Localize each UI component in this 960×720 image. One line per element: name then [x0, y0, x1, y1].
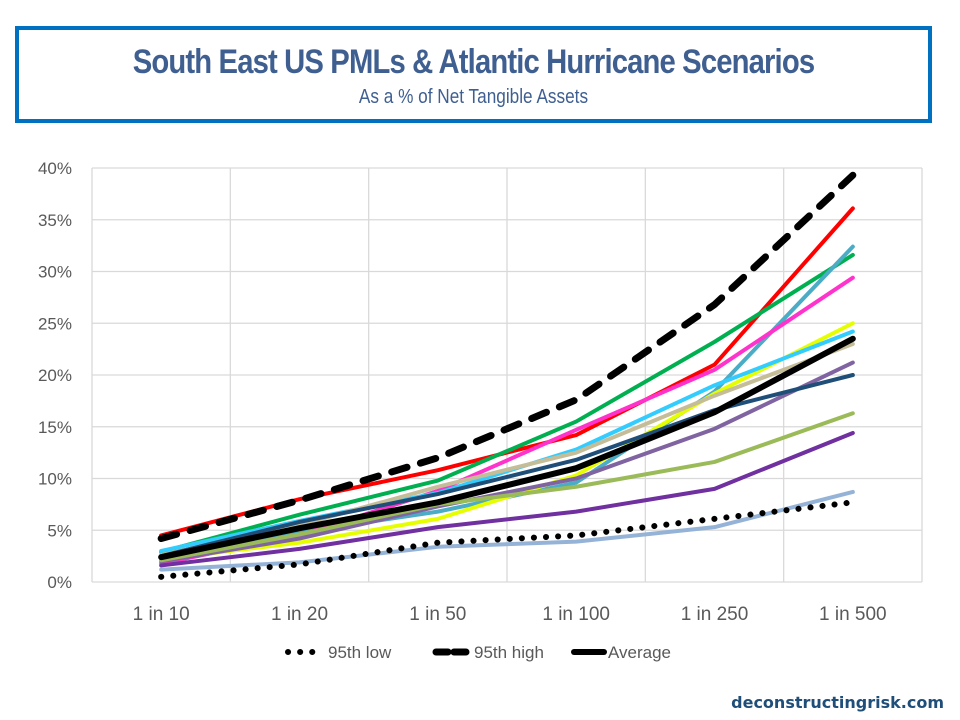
x-tick-label: 1 in 100: [542, 604, 610, 625]
y-tick-label: 15%: [38, 418, 72, 437]
legend: 95th low 95th high Average: [285, 643, 671, 662]
series-line-light-blue: [159, 489, 855, 572]
y-tick-label: 30%: [38, 263, 72, 282]
series-line-purple: [159, 430, 855, 568]
legend-item: Average: [571, 643, 671, 662]
y-tick-label: 25%: [38, 314, 72, 333]
y-tick-label: 40%: [38, 159, 72, 178]
series-line-olive: [159, 411, 855, 563]
x-axis-ticks: 1 in 10 1 in 20 1 in 50 1 in 100 1 in 250 1 i…: [133, 604, 887, 625]
y-tick-label: 5%: [47, 521, 72, 540]
series-line-average: [158, 335, 856, 561]
legend-item: 95th low: [285, 643, 392, 662]
chart-subtitle: As a % of Net Tangible Assets: [358, 86, 589, 108]
legend-label: 95th high: [474, 643, 544, 662]
x-tick-label: 1 in 20: [271, 604, 328, 625]
x-tick-label: 1 in 500: [819, 604, 887, 625]
x-tick-label: 1 in 250: [681, 604, 749, 625]
legend-label: 95th low: [328, 643, 392, 662]
y-tick-label: 10%: [38, 470, 72, 489]
chart-title: South East US PMLs & Atlantic Hurricane …: [132, 43, 815, 81]
series-line-green: [159, 252, 855, 554]
legend-item: 95th high: [432, 643, 544, 662]
watermark: deconstructingrisk.com: [731, 693, 944, 712]
series-line-light-purple: [159, 360, 855, 564]
legend-label: Average: [608, 643, 671, 662]
series-lines: [157, 171, 857, 580]
x-tick-label: 1 in 50: [409, 604, 466, 625]
y-tick-label: 0%: [47, 573, 72, 592]
x-tick-label: 1 in 10: [133, 604, 190, 625]
series-line-95th-low: [158, 499, 856, 580]
y-tick-label: 35%: [38, 211, 72, 230]
series-line-navy: [159, 373, 855, 559]
series-line-95th-high: [157, 171, 857, 543]
y-tick-label: 20%: [38, 366, 72, 385]
title-box: South East US PMLs & Atlantic Hurricane …: [15, 26, 932, 123]
y-axis-ticks: 0% 5% 10% 15% 20% 25% 30% 35% 40%: [38, 159, 72, 592]
